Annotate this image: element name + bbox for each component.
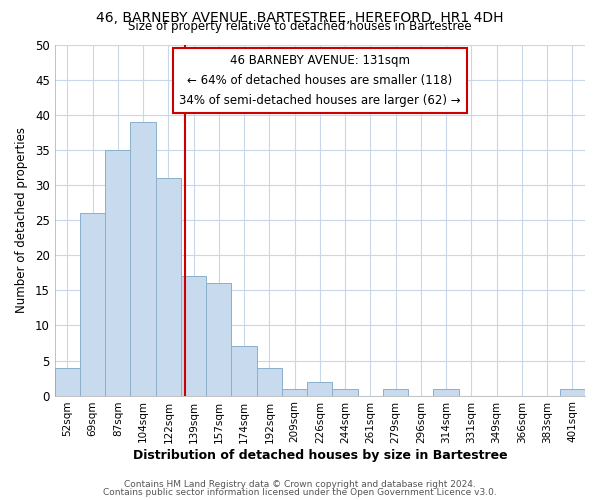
Text: Contains HM Land Registry data © Crown copyright and database right 2024.: Contains HM Land Registry data © Crown c… (124, 480, 476, 489)
Bar (55, 368, 80, 396)
Bar (383, 388, 408, 396)
Bar (307, 382, 332, 396)
Bar (560, 388, 585, 396)
Y-axis label: Number of detached properties: Number of detached properties (15, 128, 28, 314)
Text: Size of property relative to detached houses in Bartestree: Size of property relative to detached ho… (128, 20, 472, 33)
Bar (80, 214, 105, 396)
Bar (332, 388, 358, 396)
Bar (232, 346, 257, 396)
Bar (105, 150, 130, 396)
Bar (206, 284, 232, 396)
Bar (130, 122, 155, 396)
Bar (282, 388, 307, 396)
Bar (155, 178, 181, 396)
X-axis label: Distribution of detached houses by size in Bartestree: Distribution of detached houses by size … (133, 450, 507, 462)
Bar (181, 276, 206, 396)
Bar (257, 368, 282, 396)
Bar (433, 388, 459, 396)
Text: 46, BARNEBY AVENUE, BARTESTREE, HEREFORD, HR1 4DH: 46, BARNEBY AVENUE, BARTESTREE, HEREFORD… (96, 11, 504, 25)
Text: 46 BARNEBY AVENUE: 131sqm
← 64% of detached houses are smaller (118)
34% of semi: 46 BARNEBY AVENUE: 131sqm ← 64% of detac… (179, 54, 461, 107)
Text: Contains public sector information licensed under the Open Government Licence v3: Contains public sector information licen… (103, 488, 497, 497)
